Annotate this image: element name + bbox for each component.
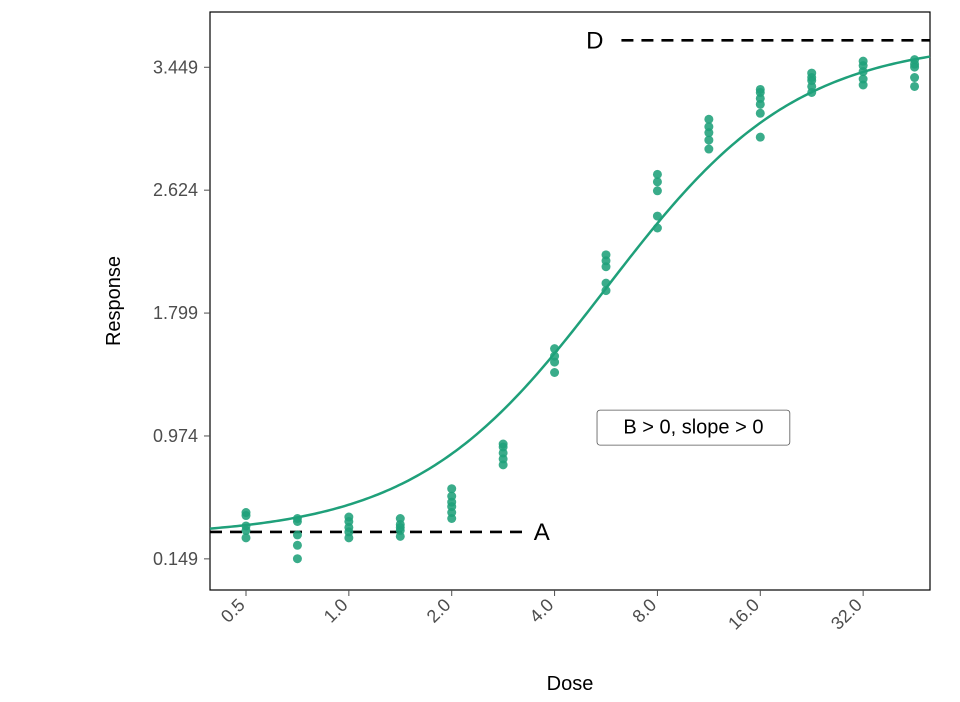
data-point [704,115,713,124]
asymptote-d-label: D [586,27,603,54]
y-tick-label: 0.149 [153,549,198,569]
data-point [550,368,559,377]
data-point [756,109,765,118]
x-axis-title: Dose [547,673,594,695]
asymptote-a-label: A [534,519,550,546]
data-point [910,82,919,91]
data-point [447,484,456,493]
data-point [550,344,559,353]
plot-panel [210,12,930,590]
data-point [756,85,765,94]
data-point [293,530,302,539]
x-tick-label: 0.5 [217,595,249,627]
data-point [653,170,662,179]
dose-response-chart: 0.5 1.0 2.0 4.0 8.0 16.0 32.0 0.149 0.974 1.799 2… [0,0,960,702]
data-point [602,250,611,259]
x-tick-label: 8.0 [628,595,660,627]
y-tick-label: 1.799 [153,303,198,323]
x-axis-ticks: 0.5 1.0 2.0 4.0 8.0 16.0 32.0 [217,590,866,634]
data-point [396,514,405,523]
data-point [293,541,302,550]
fit-curve [210,57,930,529]
data-point [704,145,713,154]
data-point [653,212,662,221]
y-tick-label: 2.624 [153,180,198,200]
data-point [242,521,251,530]
data-point [807,69,816,78]
data-point [859,57,868,66]
data-point [910,73,919,82]
chart-stage: { "chart": { "type": "dose-response-scat… [0,0,960,702]
x-tick-label: 1.0 [320,595,352,627]
data-point [653,224,662,233]
x-tick-label: 4.0 [526,595,558,627]
data-point [499,440,508,449]
data-point [242,508,251,517]
data-point [756,133,765,142]
y-tick-label: 0.974 [153,426,198,446]
y-axis-ticks: 0.149 0.974 1.799 2.624 3.449 [153,57,210,569]
scatter-points [242,55,920,563]
y-tick-label: 3.449 [153,57,198,77]
x-tick-label: 16.0 [724,595,763,634]
data-point [293,514,302,523]
x-tick-label: 32.0 [827,595,866,634]
x-tick-label: 2.0 [423,595,455,627]
data-point [344,513,353,522]
data-point [653,186,662,195]
annotation-text: B > 0, slope > 0 [623,417,763,439]
data-point [293,554,302,563]
data-point [602,279,611,288]
data-point [910,55,919,64]
y-axis-title: Response [103,256,125,346]
